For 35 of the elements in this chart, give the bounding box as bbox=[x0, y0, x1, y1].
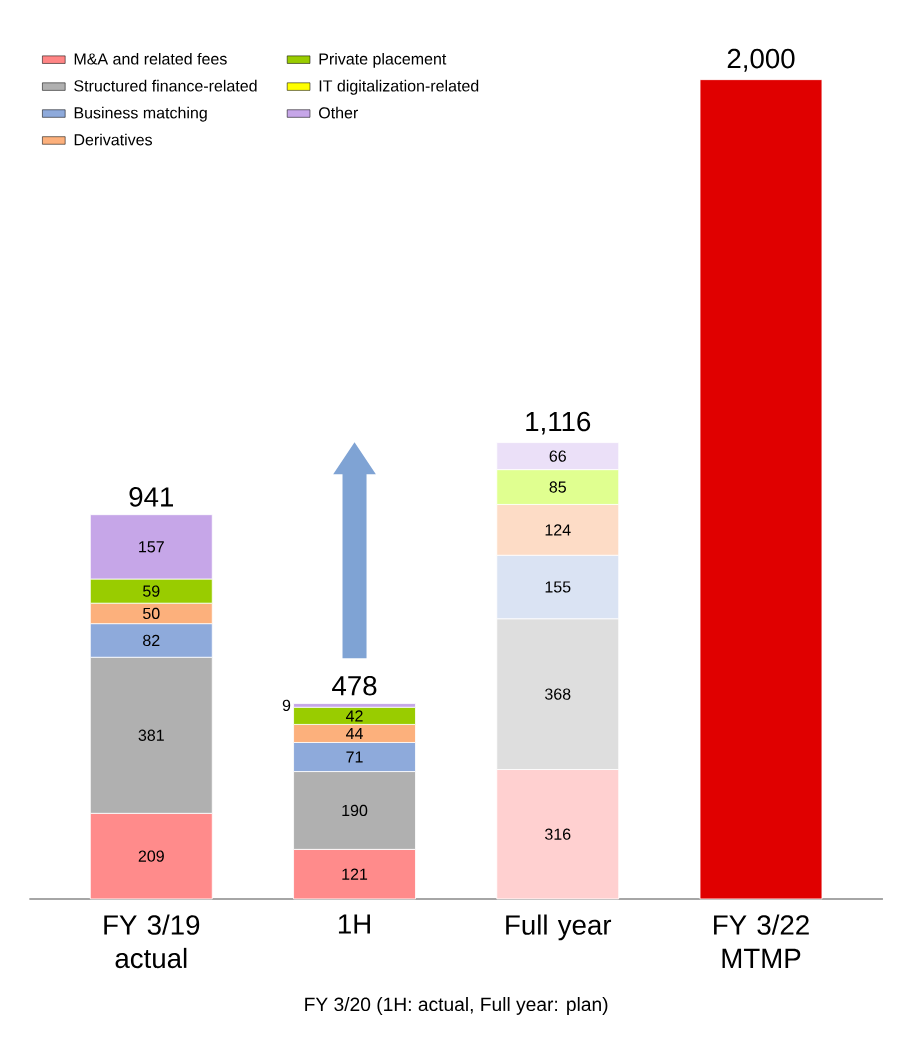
x-tick-label: Full year bbox=[506, 914, 612, 941]
data-label: 44 bbox=[346, 727, 363, 739]
data-label: 157 bbox=[139, 541, 164, 553]
x-tick-label: FY 3/22 MTMP bbox=[714, 914, 809, 968]
legend-label: Derivatives bbox=[74, 133, 153, 146]
data-label: 155 bbox=[545, 581, 571, 593]
x-tick-label: FY 3/19 actual bbox=[104, 914, 200, 969]
total-label: 1,116 bbox=[526, 411, 591, 435]
data-label: 82 bbox=[143, 634, 160, 647]
total-label: 478 bbox=[332, 675, 377, 696]
legend-label: Business matching bbox=[74, 106, 207, 122]
legend-label: M&A and related fees bbox=[74, 52, 227, 65]
text: FY 3/20 (1H: actual, Full year: plan) bbox=[305, 997, 608, 1015]
data-label: 368 bbox=[545, 688, 571, 700]
data-label: 121 bbox=[342, 868, 368, 880]
data-label: 66 bbox=[549, 450, 566, 462]
data-label: 9 bbox=[282, 699, 291, 712]
data-label: 85 bbox=[549, 481, 567, 493]
legend-label: Structured finance-related bbox=[74, 79, 257, 92]
total-label: 2,000 bbox=[727, 48, 795, 72]
data-label: 381 bbox=[138, 729, 164, 741]
data-label: 42 bbox=[346, 710, 363, 722]
data-label: 59 bbox=[143, 585, 160, 597]
bar bbox=[699, 79, 823, 900]
data-label: 124 bbox=[545, 524, 571, 536]
data-label: 50 bbox=[143, 607, 160, 620]
legend-label: Other bbox=[319, 106, 359, 119]
x-tick-label: 1H bbox=[338, 914, 370, 934]
data-label: 209 bbox=[138, 850, 164, 862]
data-label: 71 bbox=[346, 751, 363, 763]
data-label: 316 bbox=[545, 828, 571, 840]
data-label: 190 bbox=[342, 804, 368, 817]
legend-label: Private placement bbox=[319, 52, 447, 68]
total-label: 941 bbox=[129, 487, 174, 507]
legend-label: IT digitalization-related bbox=[319, 79, 479, 95]
